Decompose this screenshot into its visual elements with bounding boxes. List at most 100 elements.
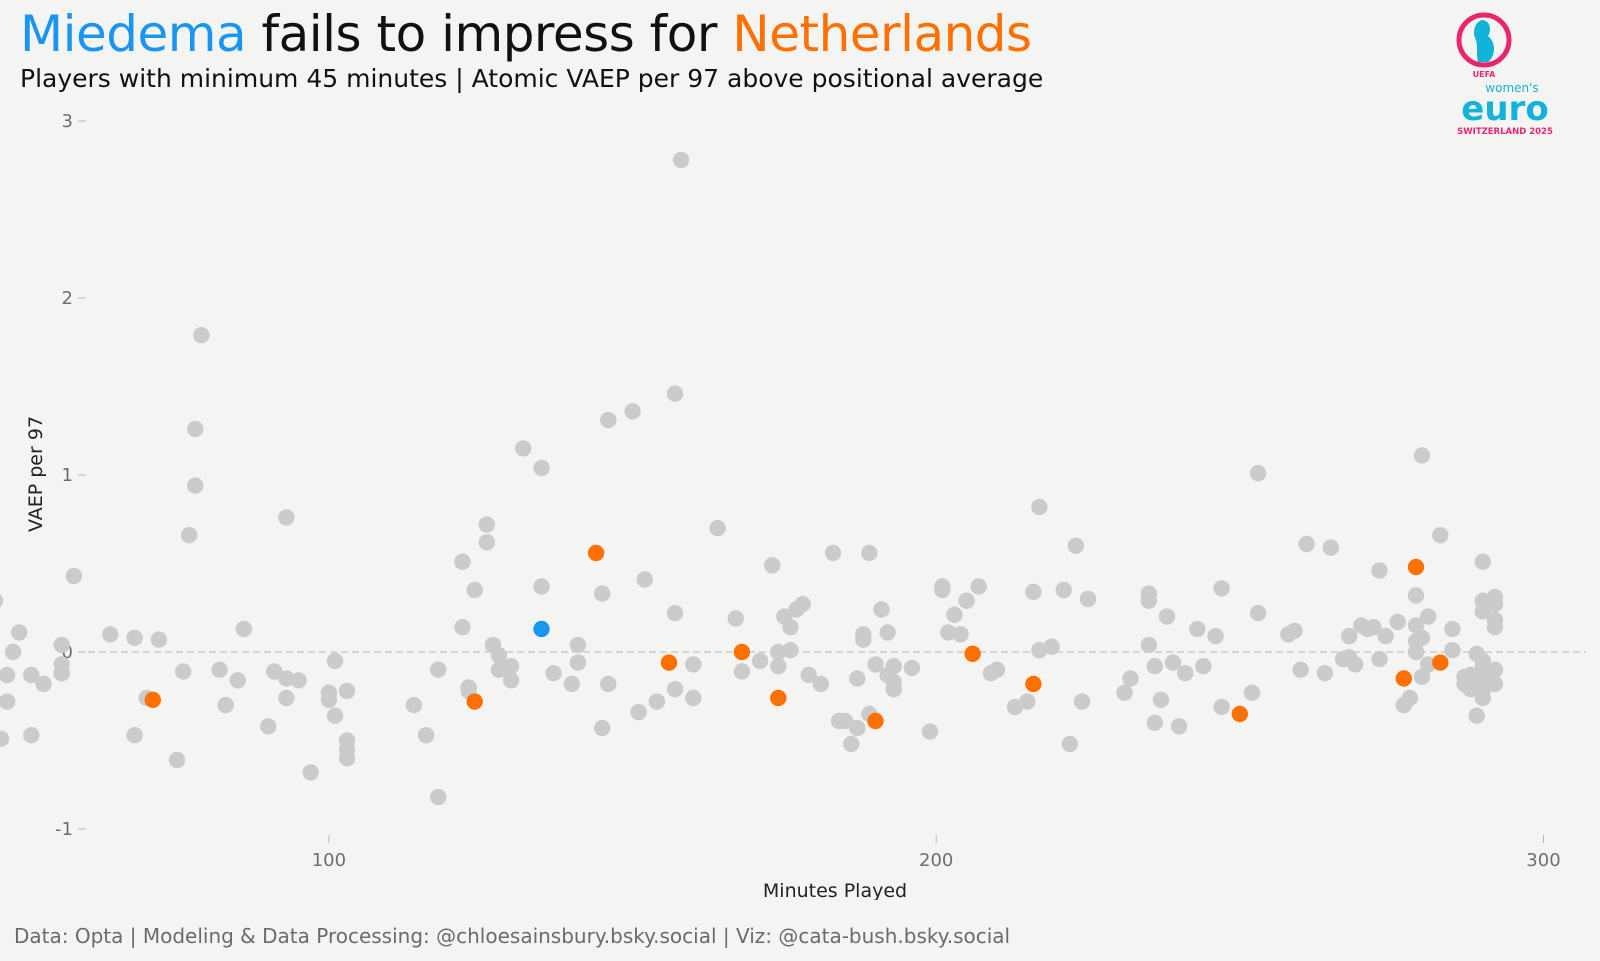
other-player-point [1249,465,1267,482]
other-player-point [229,672,246,689]
other-player-point [1019,693,1036,710]
other-player-point [666,604,684,622]
other-player-point [1146,658,1164,675]
other-player-point [260,718,277,735]
other-player-point [1043,638,1060,655]
other-player-point [430,661,447,678]
other-player-point [952,626,969,643]
y-tick-label: 3 [62,111,73,132]
other-player-point [1140,636,1158,654]
y-tick-label: 0 [62,642,73,663]
other-player-point [1419,656,1437,673]
other-player-point [685,656,702,673]
other-player-point [290,672,307,689]
other-player-point [405,696,423,714]
netherlands-player-point [660,654,678,671]
other-player-point [1413,447,1431,464]
other-player-point [1031,498,1048,516]
other-player-point [1371,650,1388,668]
title-middle-text: fails to impress for [246,5,733,63]
other-player-point [126,727,143,744]
other-player-point [800,666,817,684]
other-player-point [600,411,617,429]
other-player-point [885,681,902,698]
other-player-point [751,652,769,670]
other-player-point [211,661,228,678]
other-player-point [533,459,550,477]
other-player-point [1079,590,1097,608]
other-player-point [181,527,198,544]
other-player-point [0,730,10,747]
other-player-point [836,712,854,730]
other-player-point [454,619,471,636]
other-player-point [666,385,684,402]
other-player-point [1486,619,1504,636]
other-player-point [278,670,295,687]
other-player-point [727,610,744,627]
other-player-point [0,594,4,608]
netherlands-player-point [964,645,981,662]
other-player-point [1419,608,1437,625]
other-player-point [53,636,70,654]
netherlands-player-point [1432,654,1449,671]
other-player-point [600,675,617,693]
other-player-point [1292,661,1309,678]
netherlands-player-point [1025,675,1042,693]
other-player-point [53,665,70,682]
netherlands-player-point [770,689,787,707]
other-player-point [958,592,975,609]
uefa-womens-euro-2025-logo: UEFA women's euro SWITZERLAND 2025 [1456,12,1553,137]
other-player-point [1213,698,1230,716]
other-player-point [326,652,344,670]
other-player-point [988,661,1006,678]
chart-subtitle: Players with minimum 45 minutes | Atomic… [20,64,1044,93]
other-player-point [1371,562,1388,579]
other-player-point [1189,620,1206,638]
other-player-point [1347,656,1364,673]
other-player-point [65,567,83,585]
other-player-point [454,553,471,570]
other-player-point [1067,537,1085,554]
other-player-point [1462,666,1479,684]
other-player-point [770,643,787,661]
other-player-point [903,659,921,677]
other-player-point [338,750,356,767]
other-player-point [1116,684,1133,701]
other-player-point [849,670,866,687]
other-player-point [1462,681,1479,698]
other-player-point [533,578,550,595]
y-tick-label: 2 [62,288,73,309]
other-player-point [940,624,957,641]
other-player-point [672,151,690,169]
other-player-point [1486,675,1504,693]
other-player-point [970,578,987,595]
other-player-point [812,675,829,693]
other-player-point [1243,684,1261,701]
logo-euro-text: euro [1461,89,1548,129]
other-player-point [466,581,483,599]
y-axis: -1 0 1 2 3 [55,111,86,840]
other-player-point [824,544,842,562]
title-team-name: Netherlands [732,5,1032,63]
other-player-point [102,626,119,643]
other-player-point [1286,622,1303,639]
other-player-point [1122,670,1139,687]
y-axis-title: VAEP per 97 [25,416,47,532]
other-player-point [187,420,204,438]
other-player-point [1474,689,1492,707]
other-player-point [1341,627,1358,645]
other-player-point [1195,658,1212,675]
other-player-point [193,327,210,344]
other-player-point [1444,642,1461,659]
other-player-point [1140,592,1158,609]
netherlands-player-point [867,712,884,730]
other-player-point [1146,714,1164,731]
other-player-point [490,647,508,664]
other-player-point [278,689,295,707]
other-player-point [1474,603,1492,620]
other-player-point [502,672,520,689]
x-tick-label: 300 [1526,850,1560,871]
other-player-point [1407,643,1425,661]
other-player-point [594,585,611,602]
other-player-point [1170,718,1188,735]
